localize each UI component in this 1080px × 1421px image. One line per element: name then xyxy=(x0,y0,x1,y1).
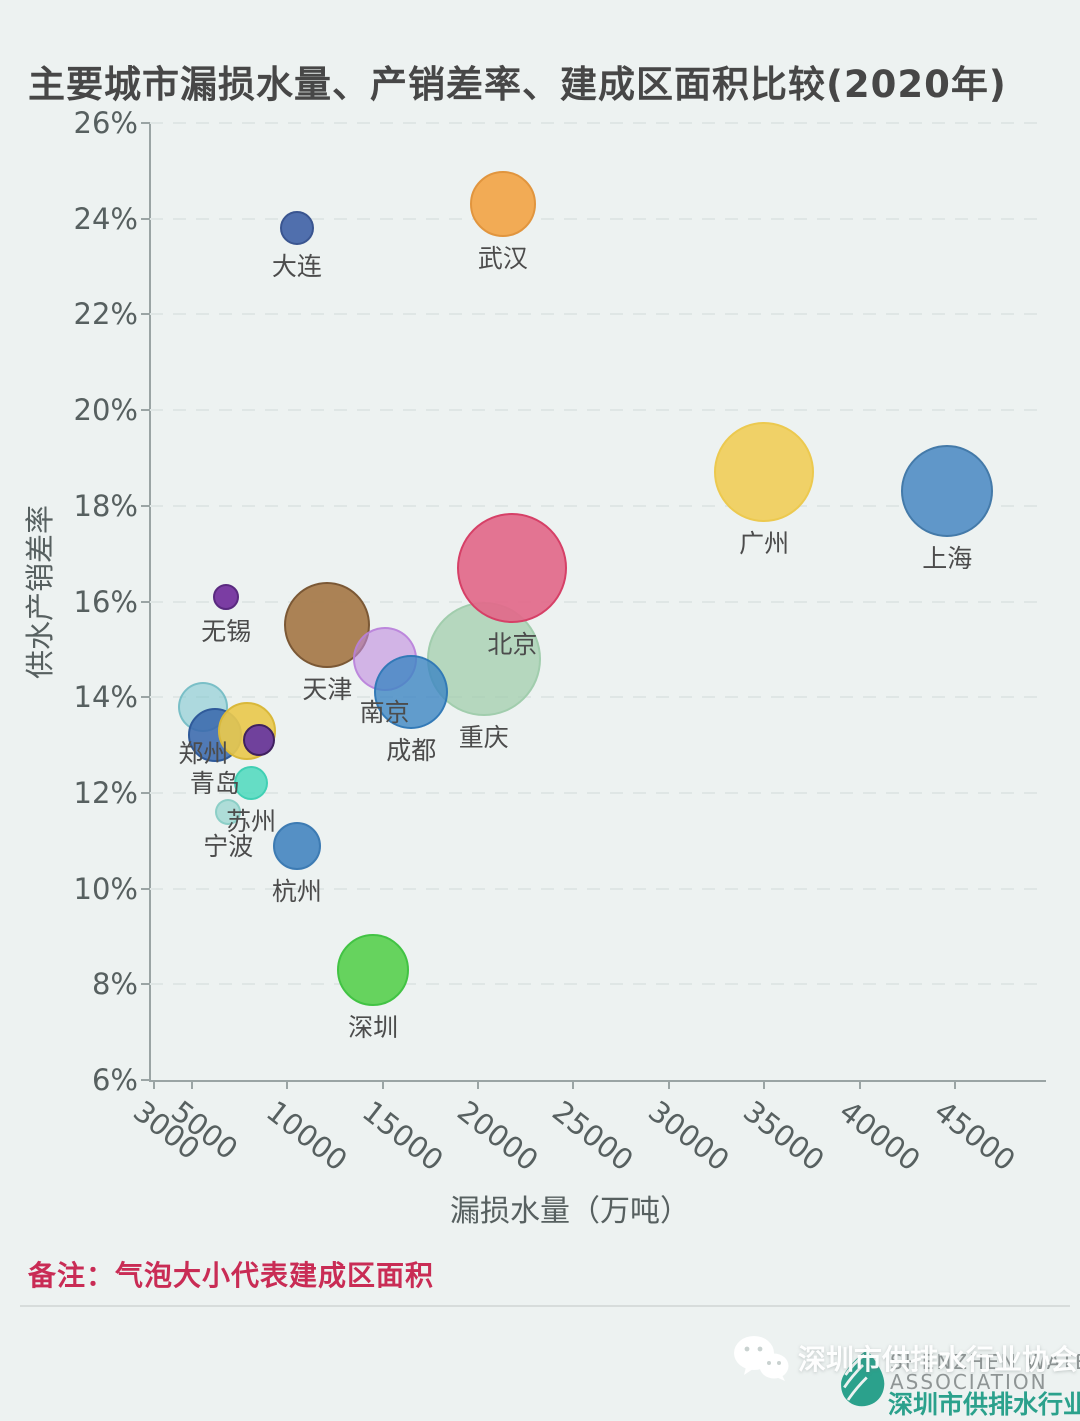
bubble-苏州 xyxy=(234,766,269,801)
gridline xyxy=(150,504,1040,507)
x-axis-tick-label: 20000 xyxy=(451,1094,545,1178)
bubble-宁波 xyxy=(215,799,242,826)
x-axis-tick xyxy=(572,1080,575,1089)
bubble-杭州 xyxy=(272,821,321,870)
bubble-成都 xyxy=(374,655,449,730)
gridline xyxy=(150,600,1040,603)
bubble-label-郑州: 郑州 xyxy=(178,738,229,768)
bubble-label-苏州: 苏州 xyxy=(226,807,277,837)
gridline xyxy=(150,313,1040,316)
bubble-label-上海: 上海 xyxy=(922,544,973,574)
x-axis-tick-label: 40000 xyxy=(832,1094,927,1178)
gridline xyxy=(150,791,1040,794)
watermark: 深圳市供排水行业协会 xyxy=(732,1334,1078,1382)
y-axis-tick-label: 26% xyxy=(73,106,138,140)
y-axis-tick xyxy=(141,887,150,890)
logo-text-english-line2: ASSOCIATION xyxy=(890,1370,1048,1394)
y-axis-tick xyxy=(141,600,150,603)
bubble-无锡 xyxy=(213,583,240,610)
x-axis-tick-label: 25000 xyxy=(546,1094,641,1178)
gridline xyxy=(150,696,1040,699)
logo-text-chinese: 深圳市供排水行业协会 xyxy=(888,1390,1080,1419)
y-axis-tick-label: 12% xyxy=(73,775,138,810)
x-axis-tick-label: 35000 xyxy=(737,1094,831,1178)
x-axis-tick-label: 30000 xyxy=(641,1094,736,1178)
bubble-label-广州: 广州 xyxy=(739,529,790,559)
bubble-label-重庆: 重庆 xyxy=(458,722,509,752)
y-axis-title: 供水产销差率 xyxy=(23,504,57,680)
x-axis-tick xyxy=(953,1080,956,1089)
bubble-label-杭州: 杭州 xyxy=(271,876,322,906)
y-axis-tick-label: 10% xyxy=(73,871,138,906)
gridline xyxy=(150,122,1040,124)
y-axis-tick-label: 14% xyxy=(73,680,138,715)
bubble-label-大连: 大连 xyxy=(271,252,322,282)
bubble-label-宁波: 宁波 xyxy=(203,832,254,862)
gridline xyxy=(150,887,1040,890)
y-axis-tick xyxy=(141,983,150,986)
y-axis-tick xyxy=(141,696,150,699)
y-axis-tick-label: 20% xyxy=(73,393,138,428)
watermark-text: 深圳市供排水行业协会 xyxy=(798,1343,1079,1376)
bubble-label-青岛: 青岛 xyxy=(189,769,240,799)
y-axis-tick-label: 18% xyxy=(73,488,138,523)
bubble-深圳 xyxy=(337,933,410,1006)
x-axis-tick xyxy=(152,1080,155,1089)
x-axis-tick xyxy=(381,1080,384,1089)
note-text: 备注：气泡大小代表建成区面积 xyxy=(28,1259,435,1292)
y-axis-tick xyxy=(141,504,150,507)
gridline xyxy=(150,217,1040,220)
bubble-label-武汉: 武汉 xyxy=(477,244,528,274)
logo-text-english-line1: SHENZHEN WATER xyxy=(890,1350,1080,1374)
y-axis-tick-label: 24% xyxy=(73,201,138,236)
bubble-label-无锡: 无锡 xyxy=(201,616,252,646)
y-axis-tick xyxy=(141,122,150,124)
x-axis-title: 漏损水量（万吨） xyxy=(450,1194,690,1229)
bubble-label-北京: 北京 xyxy=(487,630,538,659)
y-axis-tick xyxy=(141,313,150,316)
x-axis-tick xyxy=(190,1080,193,1089)
water-drop-logo-icon xyxy=(838,1350,888,1414)
gridline xyxy=(150,983,1040,986)
x-axis-tick-label: 15000 xyxy=(355,1094,450,1178)
gridline xyxy=(150,409,1040,412)
x-axis-tick xyxy=(286,1080,289,1089)
bubble-北京 xyxy=(457,513,568,623)
bubble-label-南京: 南京 xyxy=(359,697,410,727)
divider-line xyxy=(20,1305,1070,1307)
y-axis-tick xyxy=(141,791,150,794)
bubble-大连 xyxy=(279,211,314,246)
x-axis-tick xyxy=(477,1080,480,1089)
bubble-label-成都: 成都 xyxy=(386,736,437,766)
x-axis-line xyxy=(149,1080,1046,1082)
y-axis-tick-label: 16% xyxy=(73,584,138,619)
wechat-icon xyxy=(732,1334,790,1382)
x-axis-tick xyxy=(858,1080,861,1089)
y-axis-tick xyxy=(141,409,150,412)
x-axis-tick xyxy=(763,1080,766,1089)
bubble-天津 xyxy=(284,582,371,669)
bubble-武汉 xyxy=(469,171,536,238)
x-axis-tick-label: 45000 xyxy=(927,1094,1022,1178)
bubble-unlabeled xyxy=(242,724,275,757)
y-axis-tick xyxy=(141,1079,150,1081)
bubble-上海 xyxy=(901,445,994,538)
bubble-label-天津: 天津 xyxy=(302,675,353,705)
x-axis-tick xyxy=(667,1080,670,1089)
y-axis-tick-label: 22% xyxy=(73,297,138,332)
y-axis-tick-label: 8% xyxy=(91,967,138,1002)
y-axis-line xyxy=(149,123,151,1082)
x-axis-tick-label: 10000 xyxy=(260,1094,355,1178)
y-axis-tick xyxy=(141,217,150,220)
bubble-广州 xyxy=(714,422,815,523)
y-axis-tick-label: 6% xyxy=(91,1063,138,1097)
bubble-label-深圳: 深圳 xyxy=(348,1012,399,1042)
chart-title: 主要城市漏损水量、产销差率、建成区面积比较(2020年) xyxy=(28,63,1007,106)
